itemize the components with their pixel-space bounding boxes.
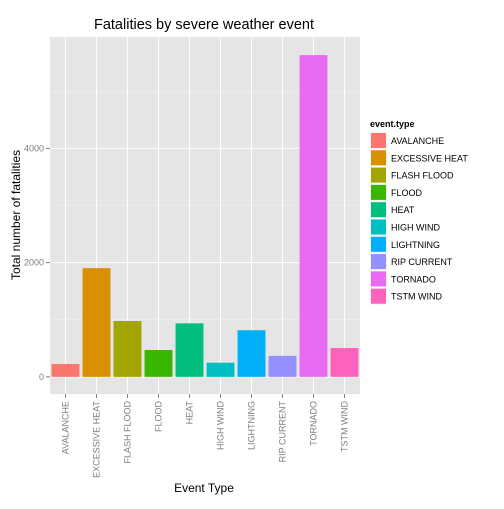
bar-excessive-heat (82, 268, 111, 377)
x-tick-label: FLOOD (154, 401, 164, 433)
bar-rip-current (268, 355, 297, 377)
legend-swatch (371, 184, 386, 200)
bar-tornado (299, 55, 328, 377)
legend-swatch (371, 236, 386, 252)
y-axis-title: Total number of fatalities (9, 150, 23, 280)
x-axis-ticks: AVALANCHE EXCESSIVE HEAT FLASH FLOOD FLOOD H… (61, 394, 350, 478)
bar-high-wind (206, 362, 235, 377)
legend-label: HEAT (391, 205, 415, 215)
legend-swatch (371, 202, 386, 218)
legend-label: FLASH FLOOD (391, 171, 454, 181)
legend-swatch (371, 150, 386, 166)
legend-label: TORNADO (391, 274, 436, 284)
legend-label: RIP CURRENT (391, 257, 453, 267)
legend: event.type AVALANCHE EXCESSIVE HEAT FLASH … (369, 119, 468, 305)
y-tick-label: 2000 (24, 258, 44, 268)
bar-flash-flood (113, 321, 142, 377)
x-tick-label: AVALANCHE (61, 401, 71, 454)
legend-label: LIGHTNING (391, 240, 440, 250)
y-tick-label: 4000 (24, 143, 44, 153)
y-axis-ticks: 0 2000 4000 (24, 143, 50, 382)
bars (51, 55, 359, 377)
legend-label: HIGH WIND (391, 223, 440, 233)
bar-heat (175, 323, 204, 377)
bar-tstm-wind (330, 348, 359, 377)
legend-label: AVALANCHE (391, 136, 444, 146)
bar-avalanche (51, 364, 80, 377)
legend-label: EXCESSIVE HEAT (391, 153, 468, 163)
y-tick-label: 0 (39, 372, 44, 382)
x-tick-label: LIGHTNING (247, 401, 257, 450)
legend-swatch (371, 219, 386, 235)
legend-label: TSTM WIND (391, 292, 442, 302)
x-tick-label: RIP CURRENT (278, 401, 288, 463)
legend-swatch (371, 254, 386, 270)
chart-title: Fatalities by severe weather event (94, 17, 314, 33)
x-tick-label: HEAT (185, 401, 195, 425)
bar-flood (144, 350, 173, 377)
x-tick-label: TORNADO (309, 401, 319, 446)
bar-lightning (237, 330, 266, 377)
legend-title: event.type (370, 119, 415, 129)
legend-swatch (371, 271, 386, 287)
legend-swatch (371, 133, 386, 148)
legend-label: FLOOD (391, 188, 423, 198)
x-tick-label: TSTM WIND (340, 401, 350, 452)
x-tick-label: EXCESSIVE HEAT (92, 401, 102, 478)
legend-swatch (371, 167, 386, 183)
x-axis-title: Event Type (174, 481, 234, 495)
legend-swatch (371, 288, 386, 304)
x-tick-label: FLASH FLOOD (123, 401, 133, 464)
x-tick-label: HIGH WIND (216, 401, 226, 450)
legend-items: AVALANCHE EXCESSIVE HEAT FLASH FLOOD FLOOD H… (369, 131, 468, 305)
